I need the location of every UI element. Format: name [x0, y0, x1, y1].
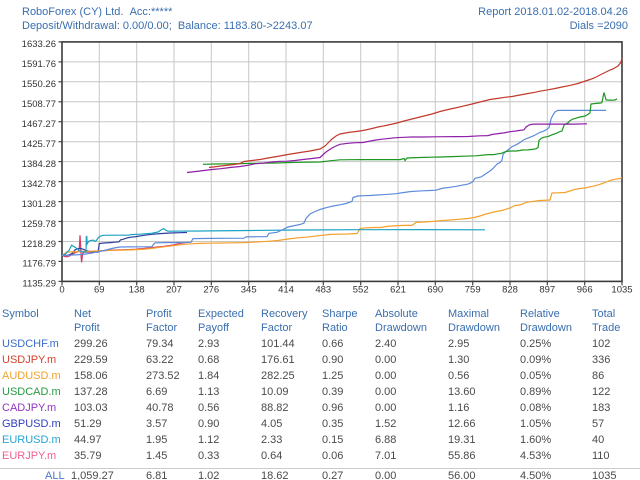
- svg-text:345: 345: [241, 284, 257, 295]
- svg-text:207: 207: [166, 284, 182, 295]
- svg-text:1591.76: 1591.76: [22, 59, 56, 70]
- svg-text:138: 138: [129, 284, 145, 295]
- svg-text:276: 276: [203, 284, 219, 295]
- svg-text:1301.28: 1301.28: [22, 199, 56, 210]
- svg-text:1467.27: 1467.27: [22, 119, 56, 130]
- svg-text:1633.26: 1633.26: [22, 39, 56, 50]
- svg-text:966: 966: [577, 284, 593, 295]
- svg-text:1135.29: 1135.29: [22, 279, 56, 290]
- svg-text:897: 897: [539, 284, 555, 295]
- svg-text:483: 483: [315, 284, 331, 295]
- svg-text:0: 0: [59, 284, 64, 295]
- svg-text:1508.77: 1508.77: [22, 99, 56, 110]
- svg-text:552: 552: [353, 284, 369, 295]
- svg-text:759: 759: [465, 284, 481, 295]
- svg-text:1176.79: 1176.79: [22, 259, 56, 270]
- svg-text:1342.78: 1342.78: [22, 179, 56, 190]
- svg-text:1550.26: 1550.26: [22, 79, 56, 90]
- svg-text:1259.78: 1259.78: [22, 219, 56, 230]
- svg-text:1384.28: 1384.28: [22, 159, 56, 170]
- svg-text:1425.77: 1425.77: [22, 139, 56, 150]
- svg-text:1218.29: 1218.29: [22, 239, 56, 250]
- svg-text:69: 69: [94, 284, 105, 295]
- svg-text:828: 828: [502, 284, 518, 295]
- svg-text:690: 690: [427, 284, 443, 295]
- svg-text:414: 414: [278, 284, 294, 295]
- svg-text:621: 621: [390, 284, 406, 295]
- svg-text:1035: 1035: [611, 284, 632, 295]
